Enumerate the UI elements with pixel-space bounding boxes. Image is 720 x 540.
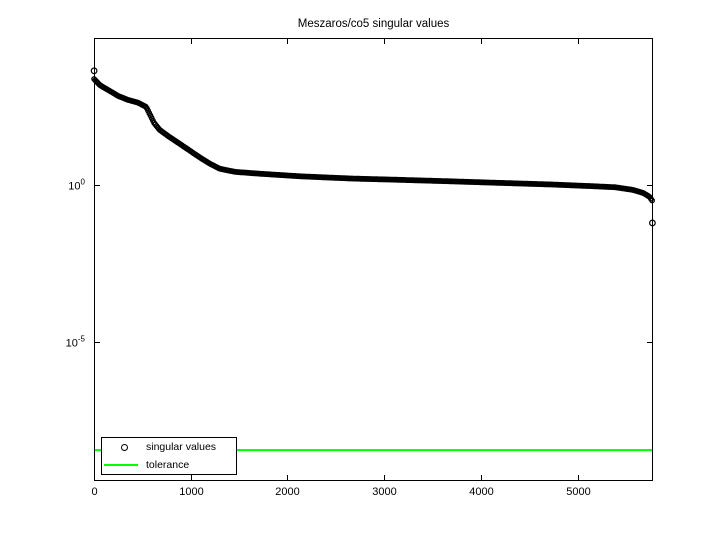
y-tick-label: 10-5: [66, 335, 86, 350]
legend-marker-cell: [102, 463, 146, 466]
legend-box: singular values tolerance: [101, 437, 237, 475]
x-tick-label: 5000: [566, 486, 590, 498]
plot-box: [94, 38, 653, 481]
line-marker-icon: [104, 463, 138, 466]
plot-title: Meszaros/co5 singular values: [297, 18, 450, 30]
legend-item-singular-values: singular values: [102, 439, 236, 456]
x-axis-ticks: [94, 39, 579, 480]
y-axis-ticks: [95, 185, 652, 343]
legend-item-label: singular values: [146, 441, 217, 454]
legend-item-tolerance: tolerance: [102, 456, 236, 473]
x-tick-label: 4000: [469, 486, 493, 498]
x-tick-label: 3000: [372, 486, 396, 498]
legend-marker-cell: [102, 443, 146, 451]
x-tick-label: 0: [91, 486, 97, 498]
singular-values-band: [91, 76, 655, 204]
y-axis-tick-labels: 100 10-5: [66, 178, 86, 350]
y-tick-label: 100: [68, 178, 85, 193]
x-tick-label: 1000: [179, 486, 203, 498]
x-axis-tick-labels: 0 1000 2000 3000 4000 5000: [91, 486, 590, 498]
x-tick-label: 2000: [275, 486, 299, 498]
circle-marker-icon: [120, 443, 128, 451]
legend-item-label: tolerance: [146, 458, 190, 471]
